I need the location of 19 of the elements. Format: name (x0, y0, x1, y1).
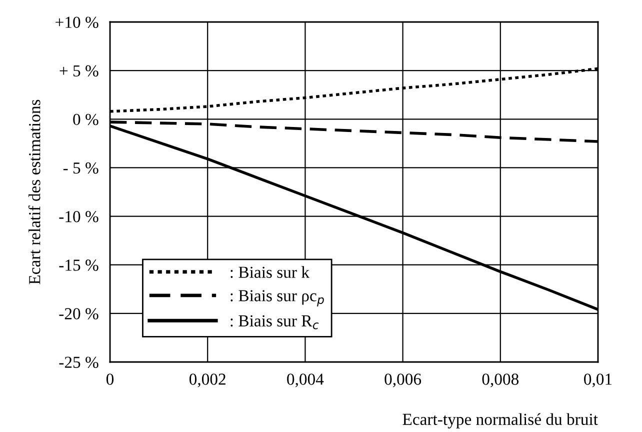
y-tick-label: 0 % (73, 114, 98, 126)
y-axis-title: Ecart relatif des estimations (28, 100, 40, 284)
y-tick-label: -20 % (59, 308, 98, 320)
x-tick-label: 0,002 (189, 374, 226, 388)
x-tick-label: 0,01 (584, 374, 612, 388)
y-tick-label: +10 % (56, 16, 98, 28)
x-tick-label: 0,004 (287, 374, 324, 388)
legend-label: : Biais sur k (230, 266, 310, 278)
y-tick-label: -10 % (59, 210, 98, 222)
x-tick-label: 0 (106, 374, 114, 385)
y-tick-label: -15 % (59, 260, 98, 271)
x-axis-title: Ecart-type normalisé du bruit (402, 413, 598, 428)
y-tick-label: -25 % (59, 356, 98, 368)
x-tick-label: 0,006 (384, 374, 422, 388)
y-tick-label: - 5 % (63, 162, 98, 174)
x-tick-label: 0,008 (482, 374, 519, 388)
legend-label: : Biais sur ρc$_{p}$ (230, 290, 324, 306)
y-tick-label: + 5 % (60, 65, 98, 77)
legend-label: : Biais sur R$_{c}$ (230, 315, 319, 330)
